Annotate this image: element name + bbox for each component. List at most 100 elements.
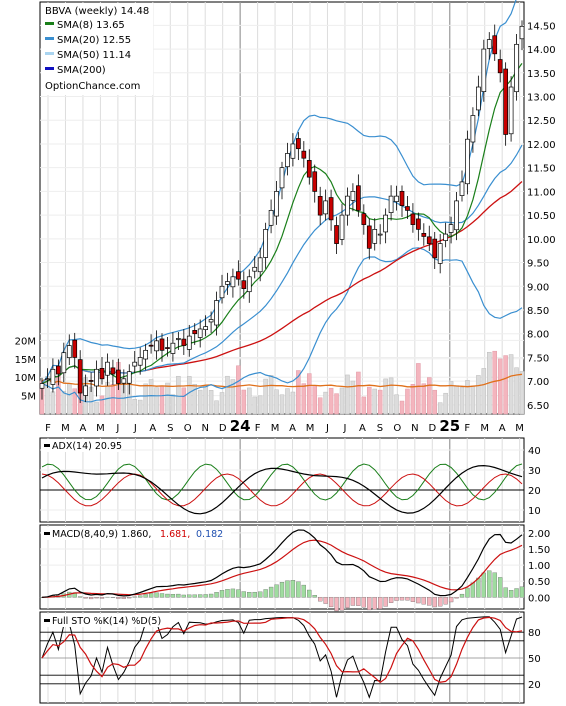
- month-label: D: [219, 423, 227, 434]
- macd-histogram-bar: [356, 597, 361, 606]
- macd-histogram-bar: [198, 594, 203, 598]
- volume-bar: [197, 389, 203, 415]
- candle-body: [186, 335, 192, 350]
- month-label: A: [289, 423, 296, 434]
- month-label: O: [393, 423, 401, 434]
- macd-histogram-bar: [465, 587, 470, 598]
- candle-body: [465, 138, 470, 185]
- month-label: M: [480, 423, 489, 434]
- price-candles: [39, 20, 525, 404]
- volume-bar: [470, 385, 476, 415]
- legend-swatch-sma20: [45, 37, 54, 40]
- macd-histogram-bar: [274, 584, 279, 598]
- volume-bar: [372, 388, 377, 415]
- macd-histogram-bar: [416, 597, 421, 604]
- candle-body: [236, 271, 241, 280]
- candle-body: [99, 368, 105, 380]
- volume-tick-label: 5M: [21, 392, 36, 403]
- legend: BBVA (weekly) 14.48 SMA(8) 13.65 SMA(20)…: [41, 3, 153, 95]
- candle-body: [312, 171, 318, 192]
- volume-bar: [410, 384, 416, 415]
- adx-tick-label: 40: [528, 446, 541, 457]
- stoch-d-line: [41, 616, 523, 684]
- volume-bar: [334, 393, 339, 415]
- macd-histogram-bar: [339, 597, 345, 611]
- price-tick-label: 7.00: [527, 377, 549, 388]
- stoch-label-bg: [41, 614, 171, 627]
- volume-bar: [236, 365, 241, 415]
- volume-bar: [465, 380, 470, 415]
- candle-body: [225, 281, 230, 285]
- legend-swatch-sma8: [45, 22, 54, 25]
- macd-tick-label: 0.00: [528, 593, 550, 604]
- volume-bar: [519, 371, 525, 415]
- macd-signal-label: 1.681,: [160, 529, 190, 540]
- macd-histogram-bar: [307, 589, 312, 598]
- candle-body: [165, 347, 170, 349]
- candle-body: [366, 225, 372, 249]
- candle-body: [39, 383, 45, 389]
- adx-plus-di: [41, 463, 523, 501]
- macd-histogram-bar: [405, 597, 410, 601]
- stoch-tick-label: 20: [528, 680, 541, 691]
- candle-body: [470, 115, 476, 143]
- macd-histogram-bar: [301, 584, 306, 598]
- volume-bar: [181, 387, 187, 415]
- candle-body: [279, 167, 285, 189]
- volume-bar: [61, 390, 67, 415]
- adx-tick-label: 30: [528, 466, 541, 477]
- candle-body: [503, 68, 508, 135]
- macd-histogram-bar: [165, 593, 170, 598]
- candle-body: [116, 369, 121, 384]
- macd-histogram-bar: [170, 594, 176, 598]
- candle-body: [306, 160, 312, 178]
- volume-bar: [225, 375, 230, 415]
- volume-tick-label: 10M: [15, 373, 36, 384]
- candle-body: [50, 368, 56, 385]
- macd-histogram-bar: [132, 596, 137, 598]
- candle-body: [208, 319, 214, 323]
- macd-histogram-bar: [127, 597, 132, 599]
- volume-bar: [345, 374, 350, 415]
- macd-histogram-bar: [83, 597, 88, 599]
- macd-histogram-bar: [94, 597, 99, 599]
- volume-bar: [328, 387, 334, 415]
- candle-body: [421, 232, 427, 237]
- candle-body: [394, 195, 399, 202]
- legend-background: [41, 3, 153, 95]
- macd-histogram-bar: [279, 582, 285, 598]
- candle-body: [192, 330, 198, 335]
- month-label: M: [61, 423, 70, 434]
- axis-labels: F M A M J J A S O N D 24 F M A M J J A S O N D 25 F M A M14.5014.00…: [15, 21, 556, 690]
- month-label: N: [201, 423, 208, 434]
- volume-bar: [50, 391, 56, 415]
- volume-bar: [454, 385, 459, 415]
- price-tick-label: 6.50: [527, 401, 549, 412]
- macd-histogram-bar: [345, 597, 350, 608]
- macd-histogram-bar: [263, 589, 268, 598]
- candle-body: [492, 35, 498, 55]
- volume-bar: [72, 388, 77, 415]
- macd-histogram-bar: [476, 577, 481, 598]
- volume-bar: [508, 354, 514, 415]
- macd-histogram-bar: [503, 587, 508, 598]
- macd-histogram-bar: [421, 597, 426, 605]
- candle-body: [345, 195, 350, 216]
- volume-bar: [214, 400, 219, 415]
- month-label: O: [184, 423, 192, 434]
- month-label: D: [428, 423, 436, 434]
- volume-bar: [132, 399, 137, 415]
- adx-tick-label: 10: [528, 506, 541, 517]
- volume-bar: [476, 375, 481, 415]
- volume-bar: [497, 358, 503, 415]
- macd-histogram-bar: [410, 597, 416, 602]
- macd-histogram-bar: [312, 595, 317, 598]
- macd-histogram-bar: [154, 592, 159, 598]
- volume-bar: [110, 384, 116, 415]
- price-tick-label: 9.00: [527, 282, 549, 293]
- indicator-lines: [39, 463, 525, 699]
- candle-body: [323, 200, 328, 215]
- candle-body: [361, 213, 367, 225]
- volume-bar: [301, 383, 307, 415]
- month-label: S: [377, 423, 383, 434]
